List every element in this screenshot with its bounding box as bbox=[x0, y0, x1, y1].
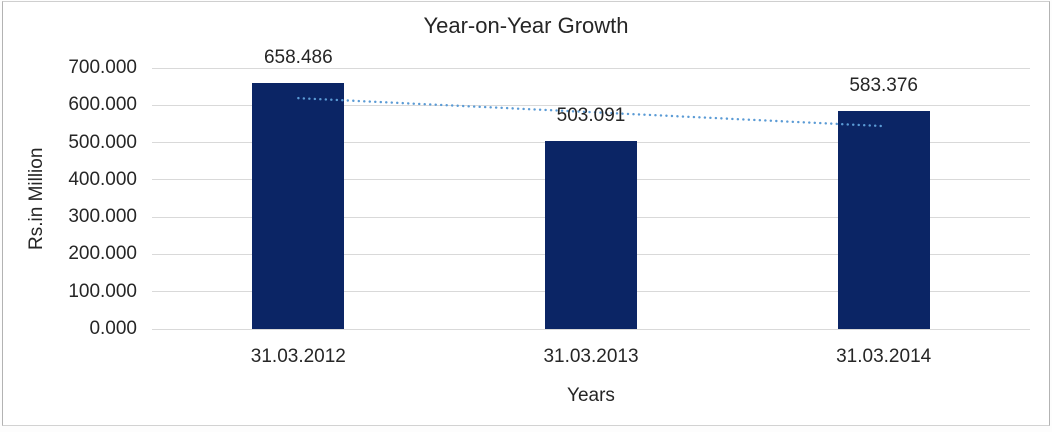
y-tick-label: 500.000 bbox=[68, 131, 137, 153]
y-tick-label: 600.000 bbox=[68, 94, 137, 116]
gridline bbox=[152, 67, 1030, 69]
y-tick-label: 0.000 bbox=[89, 318, 137, 339]
bar bbox=[545, 141, 637, 329]
y-tick-label: 300.000 bbox=[68, 206, 137, 228]
y-tick-label: 200.000 bbox=[68, 243, 137, 265]
bar-value-label: 503.091 bbox=[556, 105, 626, 127]
bar-value-label: 658.486 bbox=[263, 47, 333, 69]
x-category-label: 31.03.2012 bbox=[250, 346, 346, 367]
x-category-label: 31.03.2014 bbox=[836, 346, 932, 367]
x-axis-title: Years bbox=[567, 385, 615, 406]
chart-title: Year-on-Year Growth bbox=[423, 13, 629, 38]
bar bbox=[252, 83, 345, 329]
y-tick-label: 400.000 bbox=[68, 168, 137, 190]
y-axis-title: Rs.in Million bbox=[26, 147, 47, 250]
y-tick-label: 100.000 bbox=[68, 280, 137, 302]
y-tick-label: 700.000 bbox=[68, 57, 137, 78]
x-category-label: 31.03.2013 bbox=[543, 346, 639, 367]
gridline bbox=[152, 328, 1030, 330]
bar bbox=[837, 111, 930, 329]
bar-value-label: 583.376 bbox=[849, 75, 918, 97]
